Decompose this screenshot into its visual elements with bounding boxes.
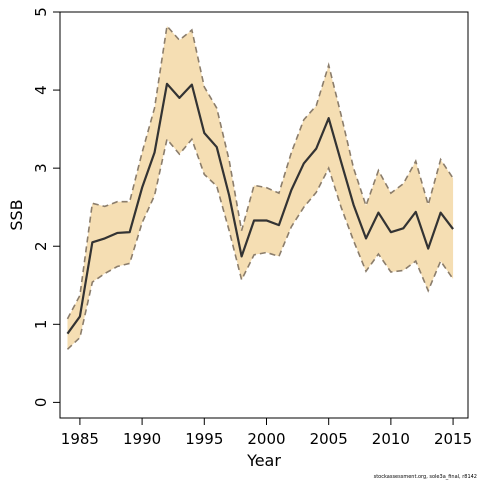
footer-note: stockassessment.org, sole3a_final, r8142 [374, 474, 477, 480]
y-axis: 0 1 2 3 4 5 [32, 7, 60, 407]
plot-frame [59, 11, 469, 419]
x-tick-label: 2015 [434, 430, 472, 448]
x-tick-label: 1985 [61, 430, 99, 448]
x-tick-label: 1995 [185, 430, 223, 448]
lower-bound-line [66, 137, 454, 350]
x-tick-label: 1990 [123, 430, 161, 448]
y-tick-label: 4 [32, 85, 50, 95]
x-tick-label: 2005 [310, 430, 348, 448]
y-axis-title: SSB [7, 199, 26, 230]
y-tick-label: 5 [32, 7, 50, 17]
x-axis: 1985 1990 1995 2000 2005 2010 2015 [61, 418, 472, 448]
ssb-estimate-line [66, 82, 454, 335]
y-tick-label: 0 [32, 398, 50, 408]
y-tick-label: 1 [32, 320, 50, 330]
x-tick-label: 2010 [372, 430, 410, 448]
x-tick-label: 2000 [247, 430, 285, 448]
y-tick-label: 3 [32, 163, 50, 173]
confidence-band [67, 26, 454, 350]
plot-area [66, 24, 454, 350]
upper-bound-line [66, 24, 454, 320]
y-tick-label: 2 [32, 241, 50, 251]
x-axis-title: Year [246, 451, 281, 470]
